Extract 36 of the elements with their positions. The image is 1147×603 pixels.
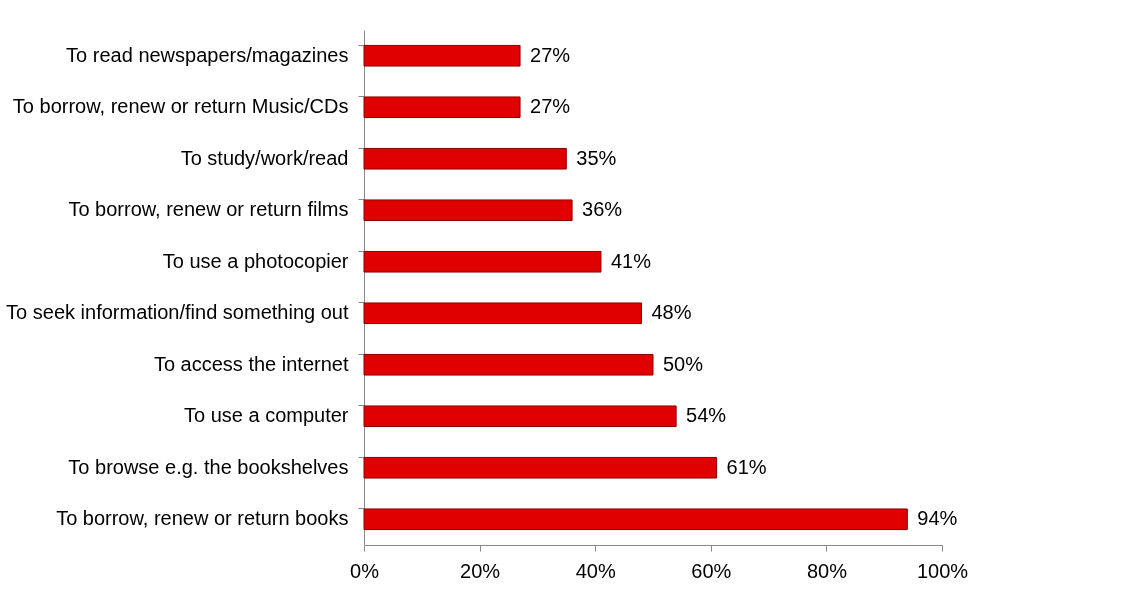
bar	[363, 44, 521, 67]
bar	[363, 250, 602, 273]
y-tick-label: To read newspapers/magazines	[66, 43, 349, 66]
data-label: 50%	[663, 352, 704, 375]
data-label: 27%	[530, 95, 571, 118]
data-label: 94%	[917, 507, 958, 530]
y-tick-label: To access the internet	[153, 352, 349, 375]
y-tick-label: To borrow, renew or return Music/CDs	[12, 95, 349, 118]
y-tick-label: To use a computer	[183, 404, 349, 427]
bar	[363, 405, 677, 428]
x-tick-label: 80%	[806, 559, 848, 582]
bar	[363, 147, 567, 170]
data-label: 48%	[651, 301, 692, 324]
x-tick-label: 20%	[460, 559, 501, 582]
y-tick-label: To borrow, renew or return books	[56, 507, 349, 530]
x-tick-label: 40%	[575, 559, 616, 582]
data-label: 54%	[686, 404, 727, 427]
data-label: 36%	[582, 198, 623, 221]
y-tick-label: To use a photocopier	[162, 249, 349, 272]
bar	[363, 96, 521, 119]
bar	[363, 199, 573, 222]
bar	[363, 456, 718, 479]
x-tick-label: 0%	[350, 559, 380, 582]
data-label: 35%	[576, 146, 617, 169]
data-label: 41%	[610, 249, 652, 272]
data-label: 27%	[530, 43, 571, 66]
bar	[363, 353, 654, 376]
y-tick-label: To browse e.g. the bookshelves	[68, 455, 349, 478]
bar	[363, 508, 908, 531]
x-tick-label: 100%	[916, 559, 969, 582]
y-tick-label: To study/work/read	[180, 146, 349, 169]
y-tick-label: To borrow, renew or return films	[68, 198, 349, 221]
y-tick-label: To seek information/find something out	[6, 301, 349, 324]
data-label: 61%	[726, 455, 767, 478]
bar	[363, 302, 642, 325]
x-tick-label: 60%	[691, 559, 732, 582]
